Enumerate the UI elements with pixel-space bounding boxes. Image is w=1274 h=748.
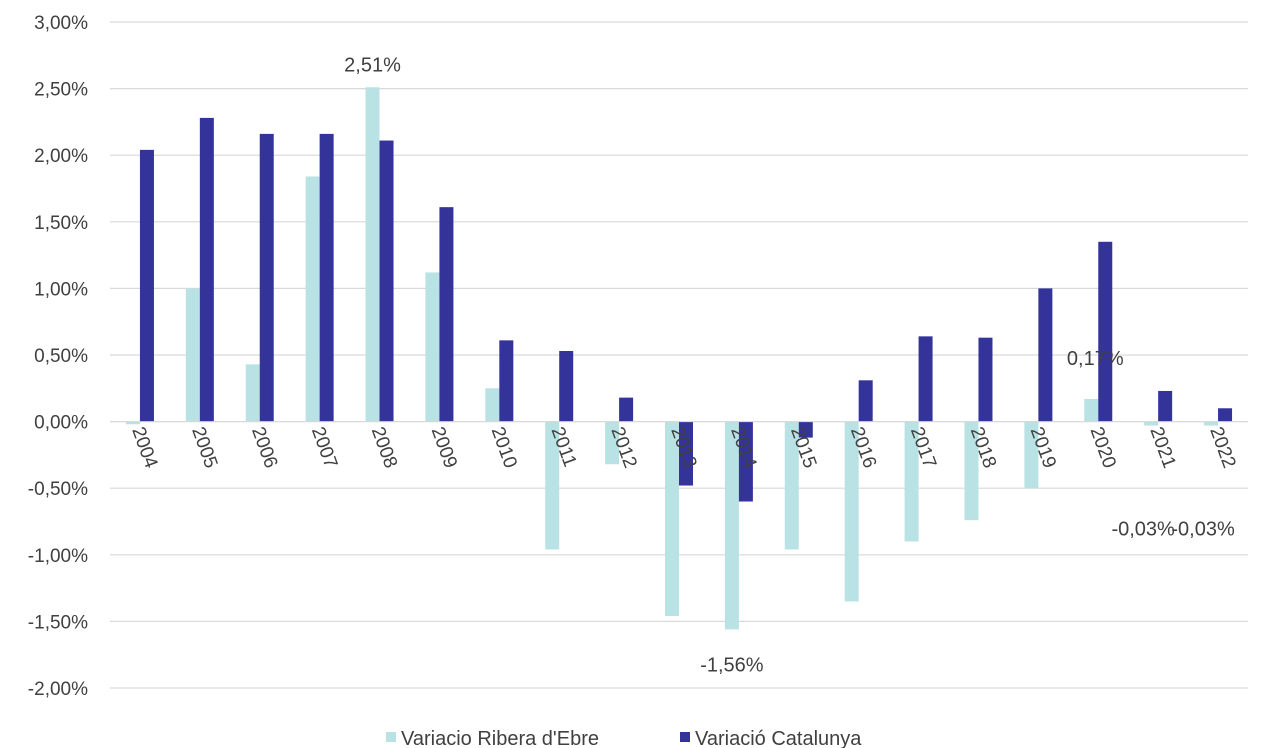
bar-ribera-2019 xyxy=(1024,421,1039,489)
y-tick-label: 1,50% xyxy=(34,213,88,234)
bar-catalunya-2018 xyxy=(978,337,993,422)
legend: Variacio Ribera d'Ebre Variació Catalunya xyxy=(386,728,862,748)
legend-swatch xyxy=(680,732,690,742)
bar-ribera-2022 xyxy=(1204,421,1219,426)
x-tick-label: 2009 xyxy=(427,424,461,471)
bar-catalunya-2008 xyxy=(379,140,394,422)
y-tick-label: 2,00% xyxy=(34,146,88,167)
y-tick-label: -0,50% xyxy=(28,479,88,500)
x-tick-label: 2006 xyxy=(247,424,281,471)
y-axis-labels: 3,00% 2,50% 2,00% 1,50% 1,00% 0,50% 0,00% -0,50… xyxy=(28,13,88,700)
x-tick-label: 2020 xyxy=(1086,424,1120,471)
bar-ribera-2005 xyxy=(185,288,200,422)
x-axis-labels: 2004 2005 2006 2007 2008 2009 2010 2011 2012 2013… xyxy=(127,424,1239,471)
y-tick-label: -1,00% xyxy=(28,546,88,567)
bar-catalunya-2009 xyxy=(439,207,454,422)
bar-catalunya-2020 xyxy=(1098,241,1113,422)
bar-catalunya-2014 xyxy=(738,421,753,502)
data-label: 2,51% xyxy=(344,54,401,76)
bar-catalunya-2004 xyxy=(139,149,154,422)
data-labels: 2,51% -1,56% 0,17% -0,03%-0,03% xyxy=(344,54,1235,676)
bar-catalunya-2017 xyxy=(918,336,933,422)
y-tick-label: 1,00% xyxy=(34,279,88,300)
y-tick-label: 0,00% xyxy=(34,413,88,434)
y-tick-label: 2,50% xyxy=(34,80,88,101)
data-label: -0,03% xyxy=(1111,519,1175,541)
bar-catalunya-2019 xyxy=(1038,288,1053,422)
y-tick-label: -2,00% xyxy=(28,679,88,700)
bar-ribera-2020 xyxy=(1084,398,1099,422)
bar-ribera-2012 xyxy=(605,421,620,465)
bar-catalunya-2015 xyxy=(798,421,813,438)
bar-ribera-2007 xyxy=(305,176,320,422)
bar-catalunya-2013 xyxy=(679,421,693,486)
x-tick-label: 2010 xyxy=(487,424,521,471)
bar-ribera-2017 xyxy=(904,421,919,542)
x-tick-label: 2007 xyxy=(307,424,341,471)
bar-ribera-2004 xyxy=(125,421,140,425)
bar-ribera-2010 xyxy=(485,388,500,422)
x-tick-label: 2005 xyxy=(187,424,221,471)
bar-ribera-2021 xyxy=(1144,421,1159,426)
y-tick-label: 0,50% xyxy=(34,346,88,367)
x-tick-label: 2004 xyxy=(127,424,161,471)
x-tick-label: 2008 xyxy=(367,424,401,471)
bar-ribera-2013 xyxy=(665,421,679,617)
bar-catalunya-2010 xyxy=(499,340,514,422)
x-tick-label: 2021 xyxy=(1145,424,1179,471)
bar-ribera-2009 xyxy=(425,272,440,422)
bar-catalunya-2022 xyxy=(1218,408,1233,422)
bar-ribera-2016 xyxy=(844,421,859,602)
legend-swatch xyxy=(386,732,396,742)
bar-catalunya-2007 xyxy=(319,133,334,422)
legend-label: Variacio Ribera d'Ebre xyxy=(401,728,599,748)
bar-ribera-2008 xyxy=(365,87,380,422)
bars xyxy=(125,87,1233,630)
bar-catalunya-2006 xyxy=(259,133,274,422)
legend-label: Variació Catalunya xyxy=(695,728,862,748)
y-tick-label: 3,00% xyxy=(34,13,88,34)
data-label: -1,56% xyxy=(700,654,764,676)
x-tick-label: 2022 xyxy=(1205,424,1239,471)
bar-ribera-2014 xyxy=(724,421,739,630)
bar-ribera-2006 xyxy=(245,364,260,422)
bar-catalunya-2011 xyxy=(559,351,574,422)
bar-catalunya-2021 xyxy=(1158,390,1173,422)
bar-catalunya-2012 xyxy=(619,397,634,422)
data-label: 0,17% xyxy=(1067,348,1124,370)
bar-ribera-2015 xyxy=(784,421,799,550)
bar-catalunya-2016 xyxy=(858,380,873,422)
bar-ribera-2011 xyxy=(545,421,560,550)
data-label: -0,03% xyxy=(1171,519,1235,541)
bar-ribera-2018 xyxy=(964,421,979,521)
bar-catalunya-2005 xyxy=(199,117,214,422)
y-tick-label: -1,50% xyxy=(28,612,88,633)
